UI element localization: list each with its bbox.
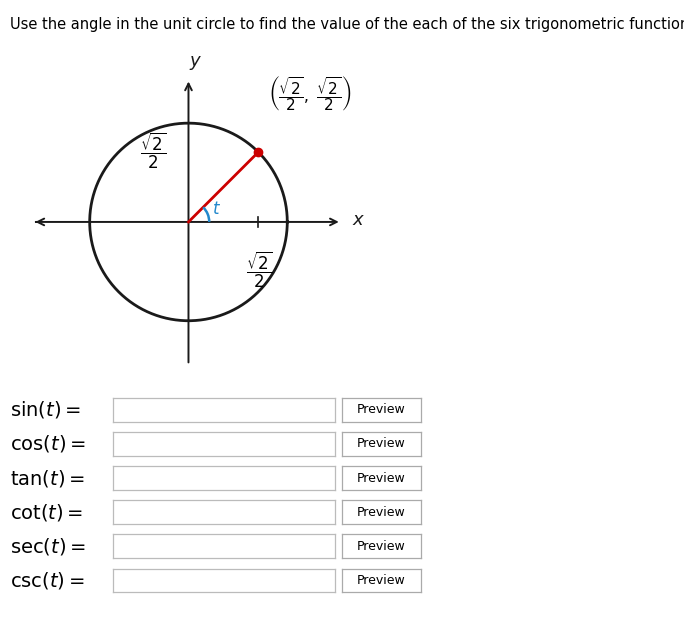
- Text: $\left(\dfrac{\sqrt{2}}{2},\ \dfrac{\sqrt{2}}{2}\right)$: $\left(\dfrac{\sqrt{2}}{2},\ \dfrac{\sqr…: [267, 74, 351, 113]
- Text: $\dfrac{\sqrt{2}}{2}$: $\dfrac{\sqrt{2}}{2}$: [246, 250, 273, 290]
- Text: Preview: Preview: [357, 506, 406, 518]
- Text: Preview: Preview: [357, 540, 406, 552]
- Text: $\mathrm{cot}(t) =$: $\mathrm{cot}(t) =$: [10, 502, 83, 523]
- Text: $\mathrm{tan}(t) =$: $\mathrm{tan}(t) =$: [10, 467, 86, 489]
- Text: $\mathrm{sec}(t) =$: $\mathrm{sec}(t) =$: [10, 536, 86, 557]
- Text: $\mathrm{sin}(t) =$: $\mathrm{sin}(t) =$: [10, 399, 81, 420]
- Text: $y$: $y$: [189, 54, 202, 72]
- Text: Preview: Preview: [357, 574, 406, 587]
- Text: Preview: Preview: [357, 472, 406, 484]
- Text: $t$: $t$: [211, 200, 221, 218]
- Text: $\mathrm{cos}(t) =$: $\mathrm{cos}(t) =$: [10, 433, 86, 454]
- Text: $\dfrac{\sqrt{2}}{2}$: $\dfrac{\sqrt{2}}{2}$: [140, 131, 167, 171]
- Text: $x$: $x$: [352, 211, 365, 229]
- Text: $\mathrm{csc}(t) =$: $\mathrm{csc}(t) =$: [10, 570, 85, 591]
- Text: Use the angle in the unit circle to find the value of the each of the six trigon: Use the angle in the unit circle to find…: [10, 17, 684, 32]
- Text: Preview: Preview: [357, 438, 406, 450]
- Text: Preview: Preview: [357, 404, 406, 416]
